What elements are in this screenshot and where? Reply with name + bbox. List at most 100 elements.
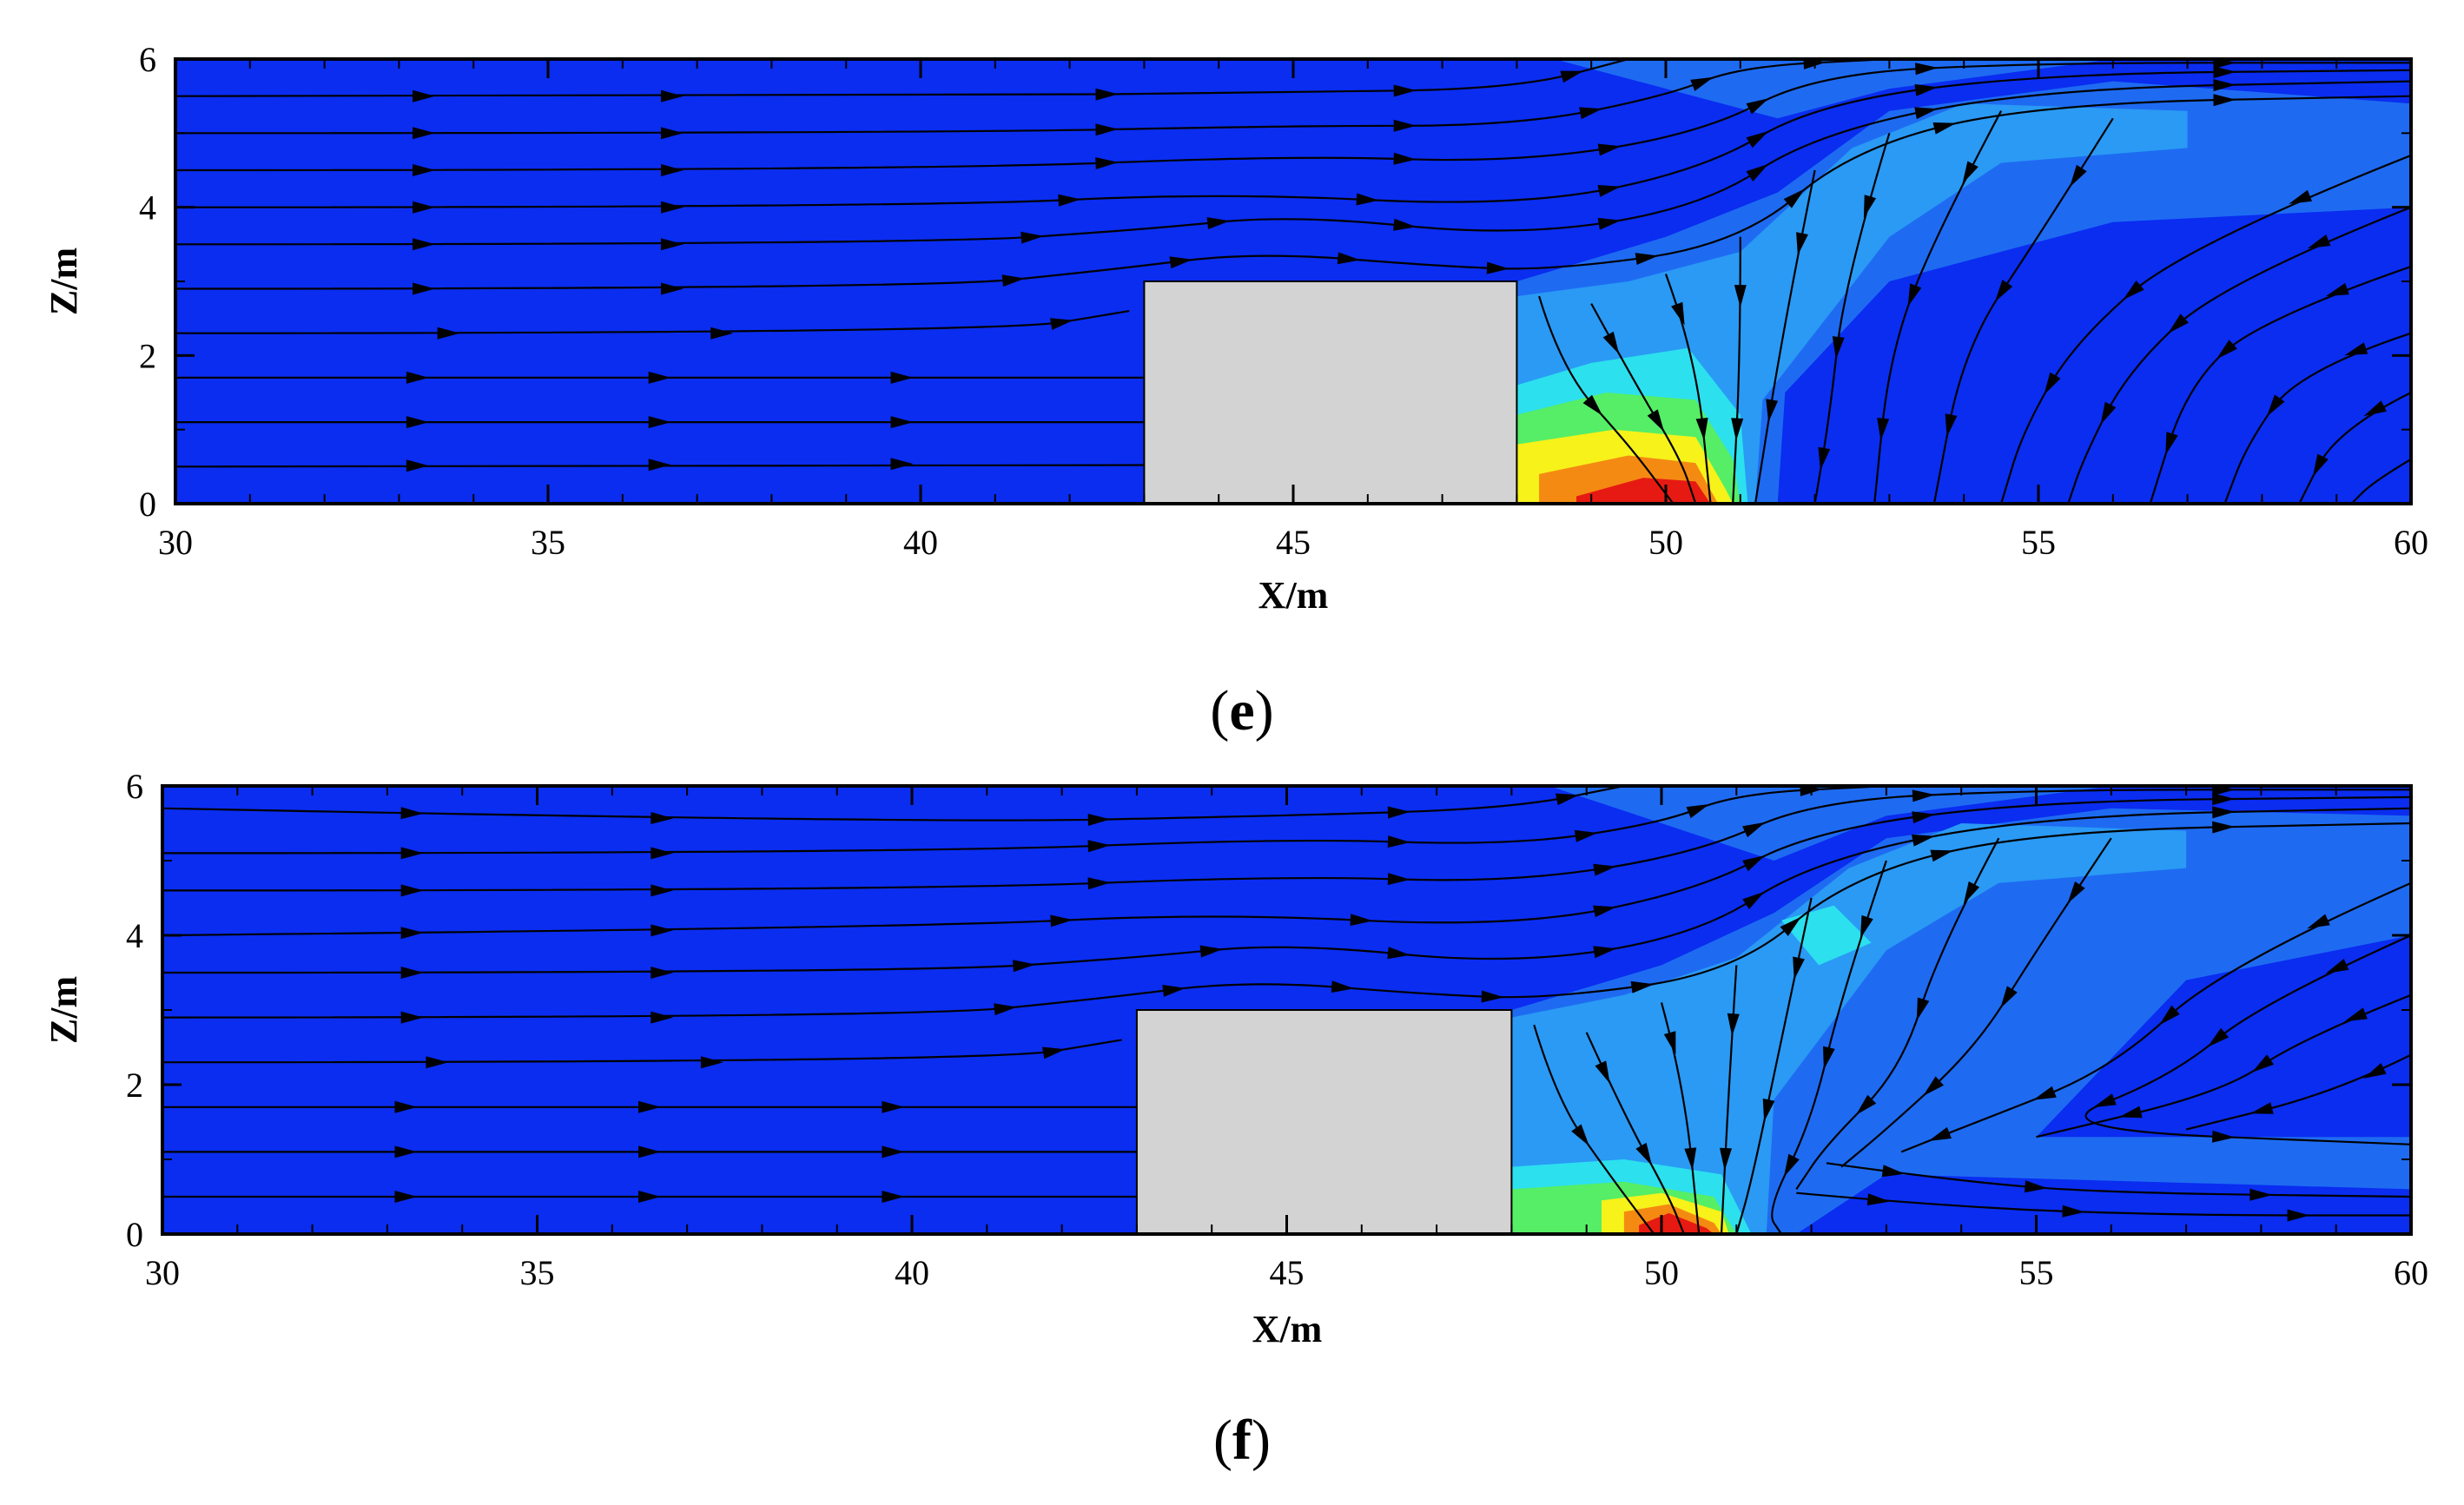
streamline-arrow: [394, 1191, 418, 1203]
streamline-arrow: [1780, 916, 1801, 936]
streamline-arrow: [2123, 281, 2144, 300]
streamline-arrow: [1050, 914, 1073, 927]
streamline-arrow: [890, 416, 914, 429]
streamline-arrow: [2266, 394, 2285, 417]
streamline-arrow: [1796, 232, 1808, 256]
streamline-arrow: [1963, 881, 1980, 905]
streamline-arrow: [651, 884, 674, 897]
streamline-arrow: [2118, 1106, 2143, 1119]
streamline-arrow: [406, 459, 429, 472]
streamline-arrow: [400, 807, 424, 820]
streamline-arrow: [2207, 1027, 2229, 1047]
streamline-arrow: [1087, 840, 1111, 853]
streamline-arrow: [1742, 891, 1765, 909]
y-tick-label: 6: [126, 767, 143, 806]
streamline: [1840, 837, 2112, 1168]
streamline-arrow: [2249, 1188, 2273, 1201]
streamline-arrow: [1630, 980, 1655, 993]
streamline-arrow: [1832, 336, 1845, 360]
contour-region-low: [1554, 59, 2113, 119]
streamline-arrow: [1356, 193, 1379, 206]
streamline-arrow: [661, 282, 684, 295]
streamline-arrow: [1663, 1031, 1676, 1055]
streamline-arrow: [638, 1145, 661, 1158]
x-tick-label: 45: [1270, 1253, 1305, 1292]
streamline-arrow: [1087, 814, 1111, 826]
streamline-arrow: [661, 127, 684, 140]
streamline-arrow: [2287, 1209, 2310, 1222]
streamline-arrow: [638, 1191, 661, 1203]
streamline-arrow: [2212, 793, 2236, 806]
x-tick-label: 60: [2394, 523, 2428, 562]
obstacle-block: [1135, 1009, 1513, 1235]
streamline-arrow: [2212, 806, 2236, 819]
streamlines: [162, 786, 2411, 1234]
streamline-arrow: [1574, 829, 1598, 842]
x-tick-label: 60: [2394, 1253, 2428, 1292]
streamline-arrow: [413, 89, 435, 102]
streamline-arrow: [1597, 143, 1622, 156]
streamline-arrow: [1912, 789, 1935, 802]
streamline-arrow: [2100, 401, 2117, 426]
streamline-arrow: [400, 884, 424, 897]
streamline-arrow: [1727, 1013, 1740, 1037]
streamline-arrow: [2067, 881, 2085, 904]
streamline-arrow: [700, 1056, 723, 1069]
streamline-arrow: [882, 1100, 905, 1113]
y-tick-label: 4: [126, 916, 143, 955]
streamline-arrow: [1635, 1142, 1652, 1166]
x-tick-label: 40: [903, 523, 938, 562]
streamline-arrow: [661, 238, 684, 251]
streamline-arrow: [1602, 331, 1620, 354]
contour-region-low: [1549, 786, 2111, 861]
panel-e: 30 35 40 45 50 55 60 0 2 4 6 X/m Z/m (e): [43, 40, 2428, 743]
streamline-arrow: [651, 1011, 674, 1024]
streamline-arrow: [2344, 1007, 2368, 1022]
streamline: [1900, 881, 2411, 1153]
streamline-arrow: [890, 371, 914, 384]
streamline: [2000, 154, 2411, 504]
streamline-arrow: [1855, 1094, 1877, 1115]
streamline-arrow: [710, 327, 734, 340]
x-tick-label: 55: [2021, 523, 2056, 562]
streamline-arrow: [1593, 946, 1617, 959]
streamline-arrow: [1647, 409, 1665, 432]
streamline-arrow: [1597, 217, 1622, 230]
streamline-arrow: [2212, 786, 2236, 796]
streamline-arrow: [1087, 877, 1111, 890]
x-tick-label: 45: [1276, 523, 1311, 562]
streamline-arrow: [394, 1145, 418, 1158]
panel-f: 30 35 40 45 50 55 60 0 2 4 6 X/m Z/m (f): [43, 767, 2428, 1472]
streamline-arrow: [2216, 340, 2237, 360]
streamline-arrow: [2251, 1054, 2275, 1073]
streamline-arrow: [1720, 1147, 1732, 1171]
y-tick-label: 0: [139, 485, 156, 524]
streamline-arrow: [1556, 793, 1579, 806]
streamline-arrow: [1593, 863, 1617, 876]
streamline-arrow: [1595, 1060, 1610, 1084]
streamline-arrow: [1686, 804, 1710, 819]
streamline-arrow: [651, 967, 674, 979]
streamline-arrow: [1793, 956, 1805, 980]
streamline: [2084, 934, 2411, 1145]
y-tick-label: 2: [139, 336, 156, 375]
streamline-arrow: [1387, 947, 1410, 960]
streamline-arrow: [1695, 418, 1708, 441]
streamline-arrow: [1058, 194, 1081, 207]
y-tick-label: 6: [139, 40, 156, 79]
streamline-arrow: [1734, 285, 1747, 308]
streamline-arrow: [413, 164, 435, 176]
streamline-arrow: [651, 924, 674, 937]
streamline-arrow: [1930, 849, 1954, 862]
y-tick-label: 4: [139, 188, 156, 228]
x-tick-label: 50: [1648, 523, 1683, 562]
contour-region-mid: [1511, 823, 2187, 1234]
streamline-arrow: [1945, 413, 1958, 438]
streamline-arrow: [1746, 163, 1769, 182]
x-tick-label: 55: [2019, 1253, 2054, 1292]
streamline-arrow: [1635, 253, 1659, 265]
y-axis-label: Z/m: [43, 976, 85, 1044]
streamline-arrow: [1762, 1098, 1775, 1122]
streamline-arrow: [400, 927, 424, 940]
